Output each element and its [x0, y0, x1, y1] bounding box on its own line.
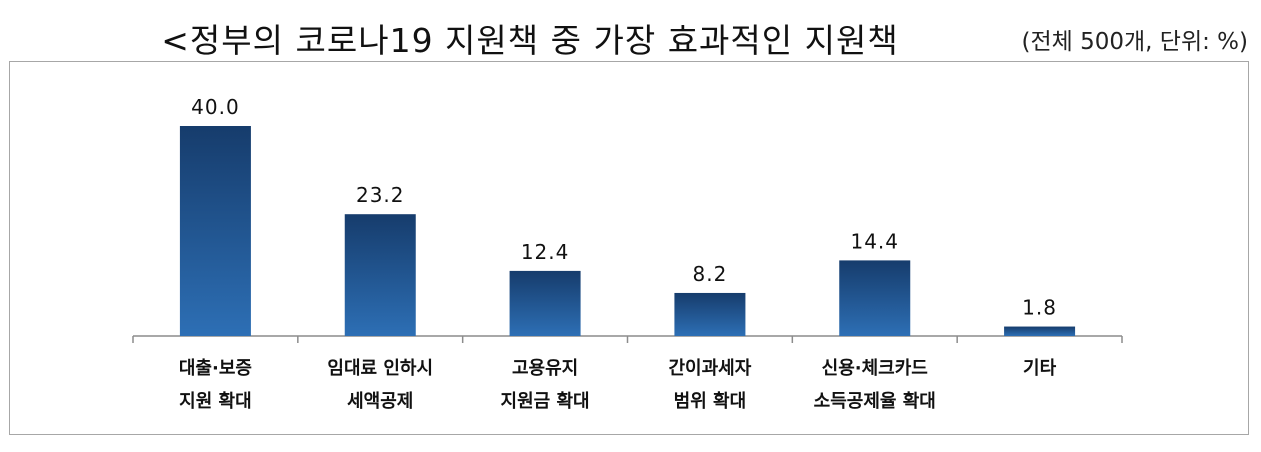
bar-4 — [839, 260, 911, 336]
bar-1 — [344, 214, 416, 336]
category-label-0-line-1: 지원 확대 — [179, 391, 252, 412]
value-label-4: 14.4 — [850, 229, 899, 253]
bar-0 — [179, 126, 251, 336]
category-label-0-line-0: 대출·보증 — [179, 358, 252, 379]
category-label-4-line-0: 신용·체크카드 — [822, 358, 928, 379]
category-label-3-line-1: 범위 확대 — [674, 391, 747, 412]
category-label-1-line-1: 세액공제 — [347, 391, 413, 412]
category-label-4-line-1: 소득공제율 확대 — [814, 391, 936, 412]
bar-2 — [509, 270, 581, 336]
bar-3 — [674, 292, 746, 336]
category-label-3-line-0: 간이과세자 — [669, 358, 752, 379]
value-label-0: 40.0 — [191, 95, 240, 119]
category-label-2-line-1: 지원금 확대 — [501, 391, 590, 412]
unit-note: (전체 500개, 단위: %) — [1021, 29, 1249, 55]
bar-5 — [1004, 326, 1076, 336]
value-label-5: 1.8 — [1022, 296, 1057, 320]
category-label-5-line-0: 기타 — [1023, 358, 1057, 379]
category-label-1-line-0: 임대료 인하시 — [327, 358, 433, 379]
category-label-2-line-0: 고용유지 — [512, 358, 578, 379]
value-label-1: 23.2 — [356, 183, 405, 207]
value-label-3: 8.2 — [693, 262, 728, 286]
value-label-2: 12.4 — [521, 240, 570, 264]
